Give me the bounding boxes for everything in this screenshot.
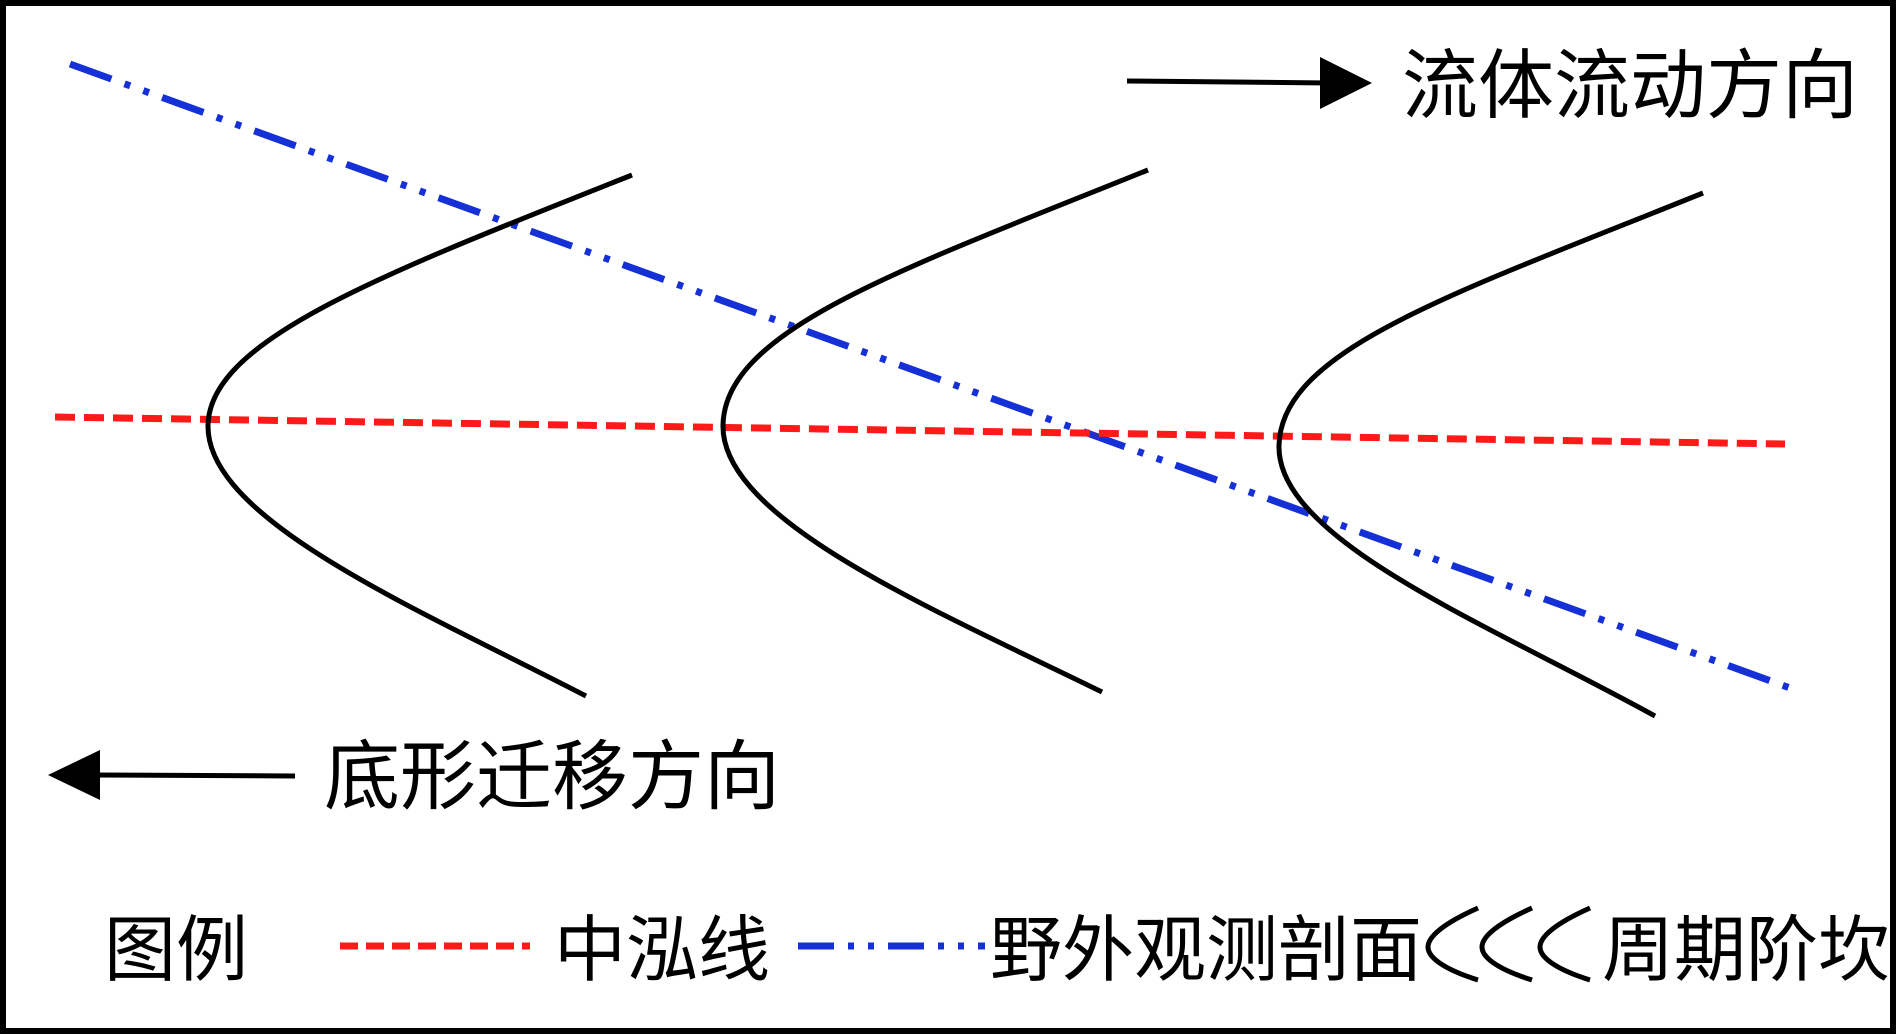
legend-title: 图例 [104, 908, 248, 992]
scarp-curve-2 [720, 167, 1149, 695]
legend-scarp-label: 周期阶坎 [1602, 908, 1890, 992]
migration-direction-label: 底形迁移方向 [324, 732, 780, 821]
right-arrow-icon [1126, 57, 1372, 109]
left-arrow-icon [48, 750, 296, 800]
legend-profile-label: 野外观测剖面 [990, 908, 1422, 992]
field-profile-line [68, 60, 1792, 692]
chevron-left-icon [1425, 905, 1592, 983]
scarp-curve-1 [205, 172, 633, 699]
legend-thalweg-label: 中泓线 [554, 908, 770, 992]
scarp-curve-3 [1276, 190, 1704, 719]
legend: 图例 中泓线 野外观测剖面 周期阶坎 [104, 905, 1890, 992]
flow-direction-label: 流体流动方向 [1402, 41, 1858, 130]
